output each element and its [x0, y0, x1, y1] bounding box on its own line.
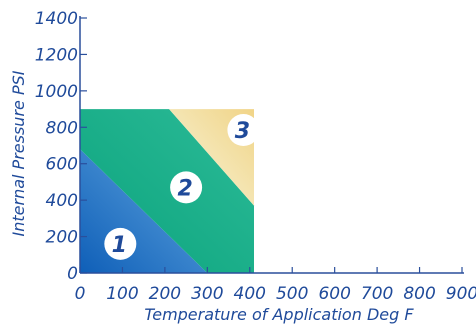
zone-2-badge: 2: [170, 171, 203, 204]
zone-2-label: 2: [177, 176, 192, 201]
zone-1-label: 1: [112, 233, 127, 258]
x-tick-label: 200: [149, 284, 181, 304]
y-tick-label: 800: [46, 118, 78, 138]
x-axis-title: Temperature of Application Deg F: [144, 305, 414, 324]
zone-3-label: 3: [235, 119, 250, 144]
y-tick-label: 0: [67, 264, 78, 284]
y-tick-label: 200: [46, 228, 78, 248]
y-tick-label: 400: [46, 191, 78, 211]
x-tick-label: 0: [75, 284, 86, 304]
zone-1-badge-circle: [104, 227, 137, 260]
zone-labels-layer: 1 2 3: [104, 114, 260, 260]
x-tick-label: 800: [403, 284, 435, 304]
axes-layer: [79, 16, 464, 274]
y-tick-label: 1000: [35, 82, 78, 102]
ticks-layer: 0 100 200 300 400 500 600 700 800 900 0 200 400 600 80…: [35, 9, 476, 304]
x-tick-label: 900: [446, 284, 476, 304]
x-tick-label: 500: [276, 284, 308, 304]
zone-3-badge: 3: [227, 114, 260, 147]
zone-2-badge-circle: [170, 171, 203, 204]
x-tick-label: 600: [318, 284, 350, 304]
zone-3-badge-circle: [227, 114, 260, 147]
x-tick-label: 400: [234, 284, 266, 304]
y-axis-title: Internal Pressure PSI: [9, 70, 28, 236]
y-tick-label: 600: [46, 155, 78, 175]
x-tick-label: 300: [191, 284, 223, 304]
x-tick-label: 700: [361, 284, 393, 304]
zone-1-badge: 1: [104, 227, 137, 260]
x-tick-label: 100: [106, 284, 138, 304]
y-tick-label: 1400: [35, 9, 78, 29]
zone-2-area: [80, 109, 254, 273]
y-tick-label: 1200: [35, 45, 78, 65]
